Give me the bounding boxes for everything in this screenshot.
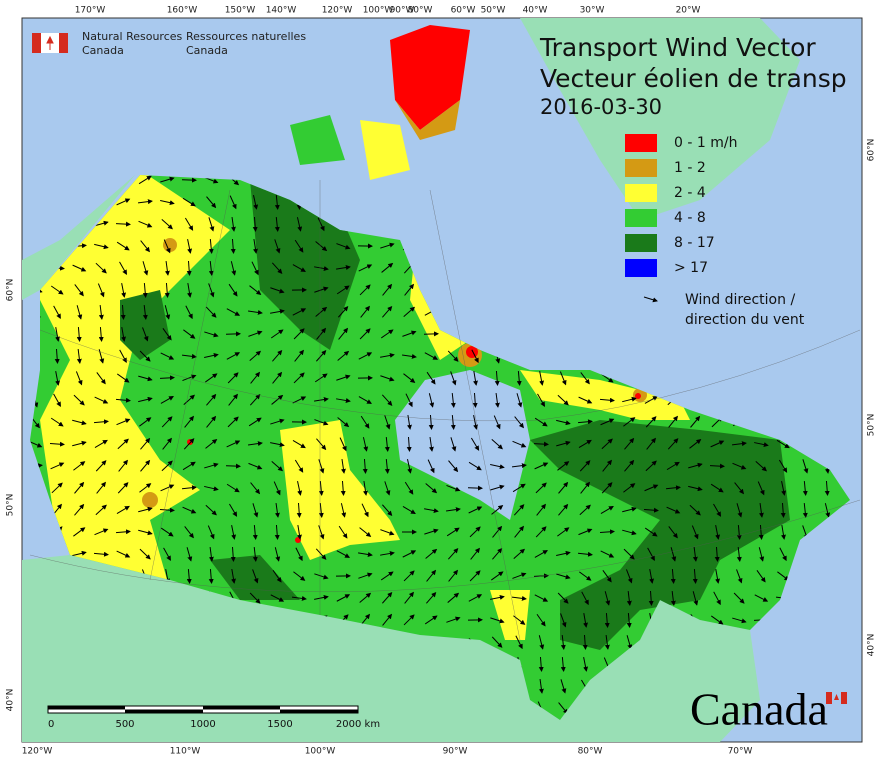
legend-label: Wind direction / <box>685 292 795 308</box>
legend-label: 0 - 1 m/h <box>674 135 737 151</box>
wind-arrow <box>226 466 240 467</box>
agency-name: Canada <box>186 44 228 57</box>
legend-swatch <box>625 209 657 227</box>
longitude-label: 100°W <box>305 747 336 757</box>
longitude-label: 150°W <box>225 6 256 16</box>
canada-wordmark: Canada <box>690 684 828 735</box>
latitude-label: 50°N <box>6 494 16 517</box>
longitude-label: 120°W <box>322 6 353 16</box>
longitude-label: 120°W <box>22 747 53 757</box>
flag-bar <box>32 33 41 53</box>
scale-label: 0 <box>48 719 54 730</box>
scale-label: 2000 km <box>336 719 380 730</box>
legend-swatch <box>625 134 657 152</box>
longitude-label: 140°W <box>266 6 297 16</box>
map-date: 2016-03-30 <box>540 95 662 119</box>
legend-swatch <box>625 159 657 177</box>
longitude-label: 170°W <box>75 6 106 16</box>
longitude-label: 110°W <box>170 747 201 757</box>
legend-label: direction du vent <box>685 312 805 328</box>
scale-bar <box>48 706 358 713</box>
latitude-label: 60°N <box>867 139 877 162</box>
map-title: Transport Wind Vector <box>539 33 816 62</box>
agency-name: Natural Resources <box>82 30 183 43</box>
legend-label: 4 - 8 <box>674 210 706 226</box>
scale-label: 1000 <box>190 719 215 730</box>
longitude-label: 40°W <box>523 6 548 16</box>
latitude-label: 60°N <box>6 279 16 302</box>
agency-name: Canada <box>82 44 124 57</box>
longitude-label: 90°W <box>443 747 468 757</box>
longitude-label: 20°W <box>676 6 701 16</box>
legend-label: 8 - 17 <box>674 235 715 251</box>
scale-label: 500 <box>115 719 134 730</box>
longitude-label: 30°W <box>580 6 605 16</box>
agency-name: Ressources naturelles <box>186 30 306 43</box>
longitude-label: 50°W <box>481 6 506 16</box>
longitude-label: 80°W <box>578 747 603 757</box>
legend-swatch <box>625 259 657 277</box>
flag-bar <box>59 33 68 53</box>
wordmark-flag <box>826 692 832 704</box>
wind-arrow <box>226 334 240 335</box>
latitude-label: 50°N <box>867 414 877 437</box>
longitude-label: 160°W <box>167 6 198 16</box>
legend-swatch <box>625 234 657 252</box>
wordmark-flag <box>841 692 847 704</box>
longitude-label: 70°W <box>728 747 753 757</box>
legend-swatch <box>625 184 657 202</box>
latitude-label: 40°N <box>867 634 877 657</box>
legend-label: 2 - 4 <box>674 185 706 201</box>
longitude-label: 80°W <box>408 6 433 16</box>
longitude-label: 60°W <box>451 6 476 16</box>
map-title: Vecteur éolien de transp <box>540 64 847 93</box>
legend-label: 1 - 2 <box>674 160 706 176</box>
scale-label: 1500 <box>267 719 292 730</box>
legend-label: > 17 <box>674 260 708 276</box>
latitude-label: 40°N <box>6 689 16 712</box>
